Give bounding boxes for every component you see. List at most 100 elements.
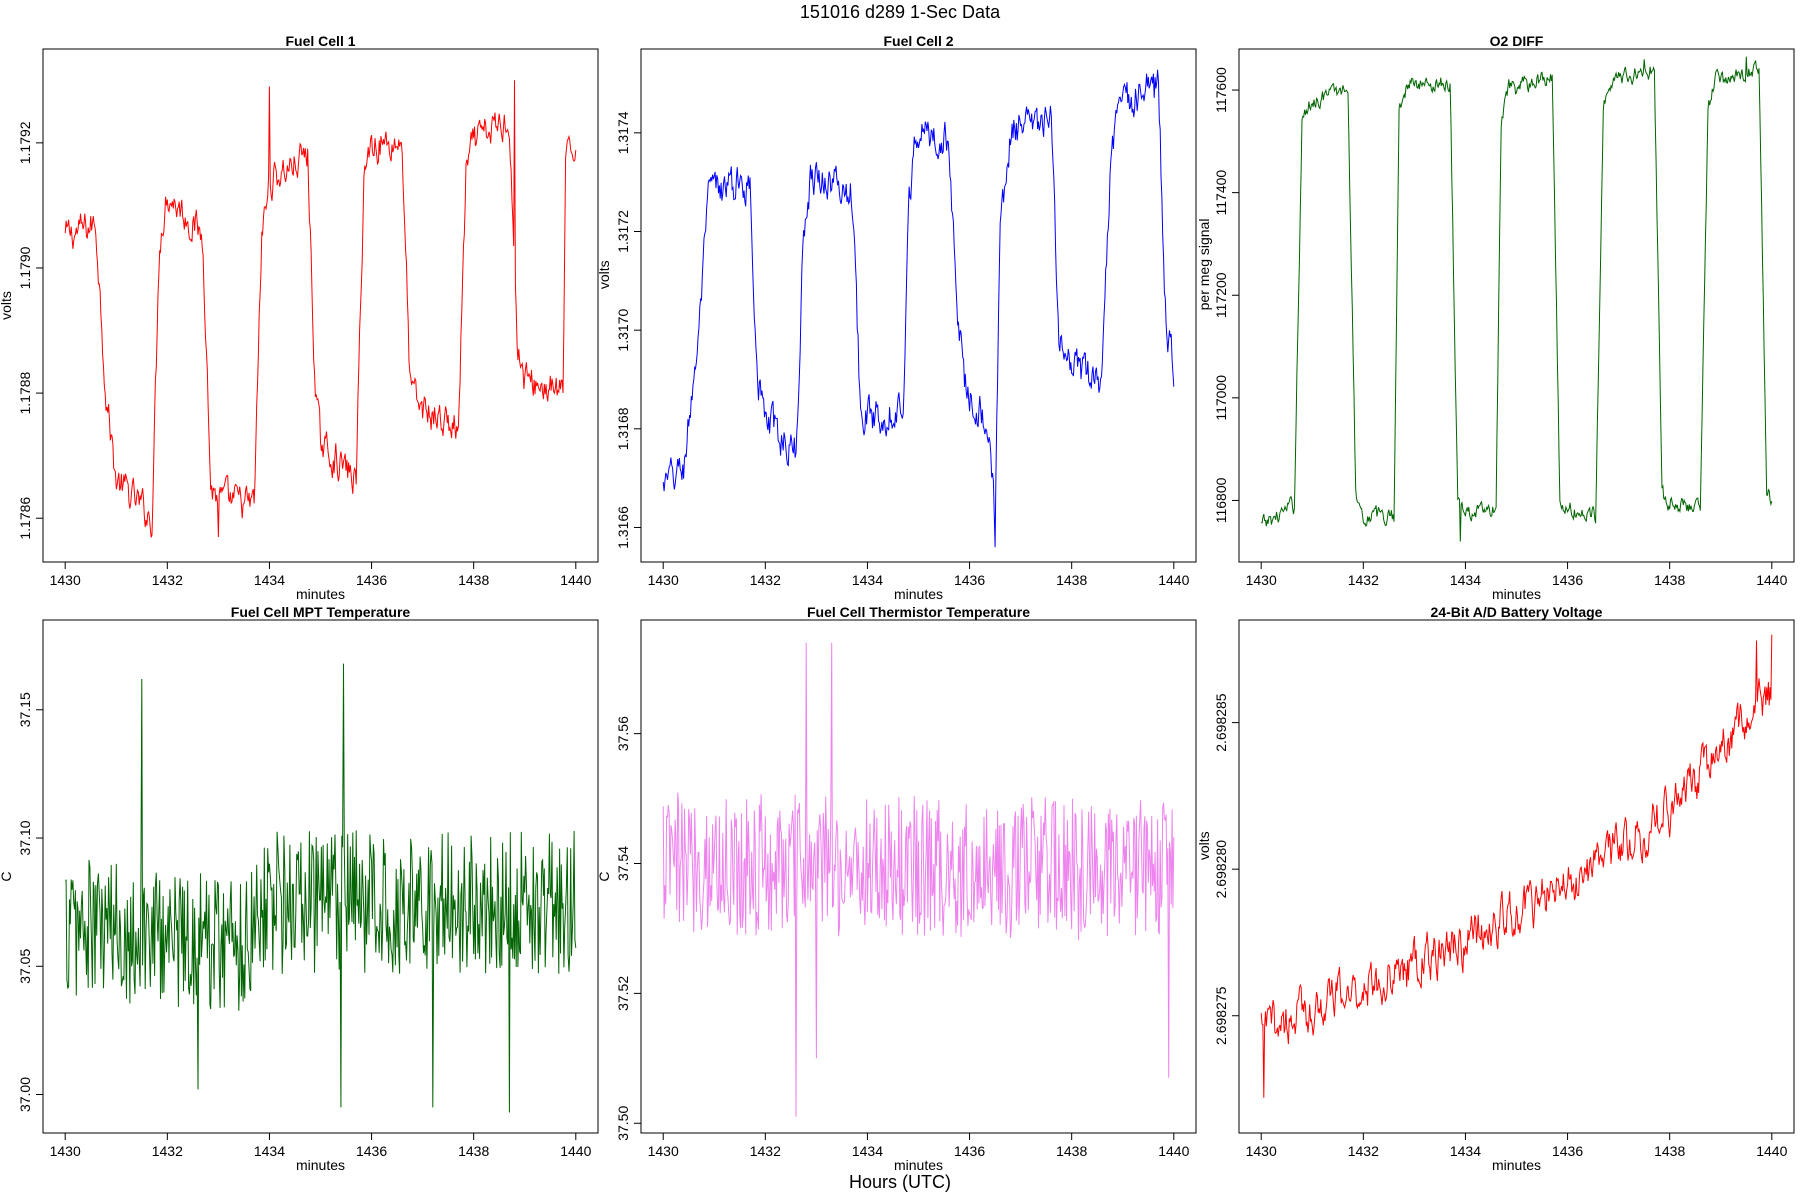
y-tick-label: 37.00 bbox=[17, 1077, 33, 1112]
x-tick-label: 1434 bbox=[1450, 572, 1481, 588]
x-tick-label: 1434 bbox=[852, 1143, 883, 1159]
x-tick-label: 1440 bbox=[1158, 1143, 1189, 1159]
plot-frame bbox=[1238, 619, 1795, 1134]
x-tick-label: 1432 bbox=[1348, 1143, 1379, 1159]
x-axis-label: minutes bbox=[1492, 586, 1541, 602]
y-tick-label: 2.698275 bbox=[1213, 986, 1229, 1045]
panel-thermistor: Fuel Cell Thermistor Temperature 1430 1432… bbox=[596, 604, 1197, 1173]
figure-title: 151016 d289 1-Sec Data bbox=[800, 2, 1001, 22]
panel-mpt: Fuel Cell MPT Temperature 1430 1432 1434 143… bbox=[0, 604, 599, 1173]
y-tick-label: 37.54 bbox=[615, 846, 631, 881]
y-axis-label: per meg signal bbox=[1196, 219, 1212, 311]
x-tick-label: 1436 bbox=[954, 1143, 985, 1159]
x-tick-label: 1438 bbox=[1056, 1143, 1087, 1159]
y-tick-label: 117600 bbox=[1213, 67, 1229, 113]
plot-frame bbox=[42, 48, 599, 563]
x-tick-label: 1430 bbox=[1246, 1143, 1277, 1159]
panel-o2: O2 DIFF 1430 1432 1434 1436 1438 1440 minutes 11… bbox=[1196, 33, 1795, 602]
x-tick-label: 1436 bbox=[356, 1143, 387, 1159]
x-tick-label: 1434 bbox=[254, 1143, 285, 1159]
x-tick-label: 1432 bbox=[152, 1143, 183, 1159]
plot-frame bbox=[1238, 48, 1795, 563]
y-tick-label: 37.50 bbox=[615, 1106, 631, 1141]
series-line bbox=[662, 642, 1175, 1117]
y-tick-label: 1.3170 bbox=[615, 309, 631, 352]
y-axis-label: volts bbox=[0, 291, 14, 320]
x-tick-label: 1432 bbox=[750, 1143, 781, 1159]
x-tick-label: 1434 bbox=[254, 572, 285, 588]
x-tick-label: 1430 bbox=[648, 572, 679, 588]
y-tick-label: 117000 bbox=[1213, 375, 1229, 421]
common-x-label: Hours (UTC) bbox=[849, 1172, 951, 1192]
panel-title: Fuel Cell MPT Temperature bbox=[231, 604, 411, 620]
x-tick-label: 1440 bbox=[1158, 572, 1189, 588]
x-tick-label: 1436 bbox=[356, 572, 387, 588]
panel-title: Fuel Cell 1 bbox=[285, 33, 355, 49]
x-tick-label: 1432 bbox=[152, 572, 183, 588]
x-tick-label: 1430 bbox=[50, 1143, 81, 1159]
x-axis-label: minutes bbox=[296, 586, 345, 602]
x-tick-label: 1440 bbox=[560, 572, 591, 588]
y-tick-label: 37.05 bbox=[17, 949, 33, 984]
y-tick-label: 37.10 bbox=[17, 820, 33, 855]
plot-frame bbox=[42, 619, 599, 1134]
y-tick-label: 1.3168 bbox=[615, 407, 631, 450]
y-tick-label: 1.1786 bbox=[17, 497, 33, 540]
y-tick-label: 1.1790 bbox=[17, 246, 33, 289]
x-tick-label: 1436 bbox=[1552, 572, 1583, 588]
x-tick-label: 1440 bbox=[1756, 1143, 1787, 1159]
series-line bbox=[1260, 56, 1773, 542]
y-tick-label: 2.698285 bbox=[1213, 693, 1229, 752]
y-tick-label: 37.52 bbox=[615, 976, 631, 1011]
series-line bbox=[64, 80, 577, 538]
y-tick-label: 1.3174 bbox=[615, 111, 631, 154]
x-tick-label: 1432 bbox=[750, 572, 781, 588]
panel-title: Fuel Cell 2 bbox=[883, 33, 953, 49]
panel-battery: 24-Bit A/D Battery Voltage 1430 1432 1434 14… bbox=[1196, 604, 1795, 1173]
x-tick-label: 1440 bbox=[560, 1143, 591, 1159]
x-tick-label: 1440 bbox=[1756, 572, 1787, 588]
y-axis-label: volts bbox=[596, 260, 612, 289]
y-tick-label: 117400 bbox=[1213, 170, 1229, 216]
series-line bbox=[1260, 634, 1773, 1098]
panel-fc2: Fuel Cell 2 1430 1432 1434 1436 1438 1440 minut… bbox=[596, 33, 1197, 602]
y-tick-label: 37.15 bbox=[17, 692, 33, 727]
x-tick-label: 1430 bbox=[648, 1143, 679, 1159]
y-axis-label: C bbox=[0, 871, 14, 881]
y-axis-label: C bbox=[596, 871, 612, 881]
series-line bbox=[65, 663, 577, 1113]
panel-fc1: Fuel Cell 1 1430 1432 1434 1436 1438 1440 minut… bbox=[0, 33, 599, 602]
y-tick-label: 1.3166 bbox=[615, 506, 631, 549]
x-tick-label: 1438 bbox=[458, 1143, 489, 1159]
x-tick-label: 1432 bbox=[1348, 572, 1379, 588]
panel-title: 24-Bit A/D Battery Voltage bbox=[1431, 604, 1603, 620]
x-tick-label: 1438 bbox=[458, 572, 489, 588]
y-tick-label: 1.1792 bbox=[17, 121, 33, 164]
x-tick-label: 1430 bbox=[50, 572, 81, 588]
x-axis-label: minutes bbox=[894, 586, 943, 602]
plot-frame bbox=[640, 48, 1197, 563]
x-tick-label: 1438 bbox=[1654, 1143, 1685, 1159]
y-axis-label: volts bbox=[1196, 831, 1212, 860]
panel-title: Fuel Cell Thermistor Temperature bbox=[807, 604, 1030, 620]
panel-title: O2 DIFF bbox=[1490, 33, 1544, 49]
x-tick-label: 1436 bbox=[954, 572, 985, 588]
y-tick-label: 116800 bbox=[1213, 477, 1229, 523]
y-tick-label: 1.1788 bbox=[17, 371, 33, 414]
y-tick-label: 37.56 bbox=[615, 716, 631, 751]
x-tick-label: 1438 bbox=[1056, 572, 1087, 588]
y-tick-label: 1.3172 bbox=[615, 210, 631, 253]
x-tick-label: 1436 bbox=[1552, 1143, 1583, 1159]
x-axis-label: minutes bbox=[1492, 1157, 1541, 1173]
y-tick-label: 117200 bbox=[1213, 272, 1229, 318]
chart-panels: Fuel Cell 1 1430 1432 1434 1436 1438 1440 minut… bbox=[0, 33, 1795, 1173]
series-line bbox=[662, 69, 1175, 548]
x-tick-label: 1434 bbox=[1450, 1143, 1481, 1159]
x-tick-label: 1434 bbox=[852, 572, 883, 588]
x-tick-label: 1430 bbox=[1246, 572, 1277, 588]
x-tick-label: 1438 bbox=[1654, 572, 1685, 588]
x-axis-label: minutes bbox=[296, 1157, 345, 1173]
x-axis-label: minutes bbox=[894, 1157, 943, 1173]
y-tick-label: 2.698280 bbox=[1213, 840, 1229, 899]
